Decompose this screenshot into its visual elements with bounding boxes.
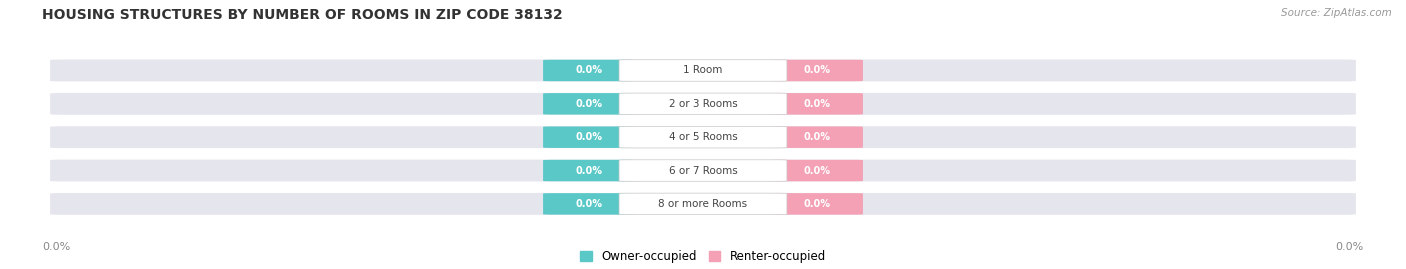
Text: 0.0%: 0.0% [803, 65, 831, 76]
Text: 0.0%: 0.0% [803, 99, 831, 109]
Text: 2 or 3 Rooms: 2 or 3 Rooms [669, 99, 737, 109]
Text: 0.0%: 0.0% [575, 65, 603, 76]
Text: 0.0%: 0.0% [42, 242, 70, 253]
Text: 8 or more Rooms: 8 or more Rooms [658, 199, 748, 209]
FancyBboxPatch shape [51, 93, 1355, 115]
FancyBboxPatch shape [543, 93, 636, 115]
FancyBboxPatch shape [543, 60, 636, 81]
FancyBboxPatch shape [619, 93, 787, 115]
FancyBboxPatch shape [51, 160, 1355, 182]
Text: 0.0%: 0.0% [575, 199, 603, 209]
Text: HOUSING STRUCTURES BY NUMBER OF ROOMS IN ZIP CODE 38132: HOUSING STRUCTURES BY NUMBER OF ROOMS IN… [42, 8, 562, 22]
Text: 1 Room: 1 Room [683, 65, 723, 76]
FancyBboxPatch shape [51, 126, 1355, 148]
Text: 0.0%: 0.0% [803, 165, 831, 176]
FancyBboxPatch shape [770, 93, 863, 115]
FancyBboxPatch shape [619, 60, 787, 81]
Text: 0.0%: 0.0% [803, 199, 831, 209]
FancyBboxPatch shape [543, 126, 636, 148]
FancyBboxPatch shape [543, 193, 636, 215]
FancyBboxPatch shape [51, 59, 1355, 82]
FancyBboxPatch shape [770, 126, 863, 148]
Text: Source: ZipAtlas.com: Source: ZipAtlas.com [1281, 8, 1392, 18]
FancyBboxPatch shape [770, 60, 863, 81]
Text: 0.0%: 0.0% [575, 132, 603, 142]
FancyBboxPatch shape [543, 160, 636, 181]
FancyBboxPatch shape [770, 193, 863, 215]
Text: 6 or 7 Rooms: 6 or 7 Rooms [669, 165, 737, 176]
Legend: Owner-occupied, Renter-occupied: Owner-occupied, Renter-occupied [579, 250, 827, 263]
FancyBboxPatch shape [619, 193, 787, 215]
FancyBboxPatch shape [51, 193, 1355, 215]
FancyBboxPatch shape [619, 126, 787, 148]
Text: 4 or 5 Rooms: 4 or 5 Rooms [669, 132, 737, 142]
Text: 0.0%: 0.0% [803, 132, 831, 142]
Text: 0.0%: 0.0% [575, 165, 603, 176]
Text: 0.0%: 0.0% [1336, 242, 1364, 253]
FancyBboxPatch shape [619, 160, 787, 181]
Text: 0.0%: 0.0% [575, 99, 603, 109]
FancyBboxPatch shape [770, 160, 863, 181]
